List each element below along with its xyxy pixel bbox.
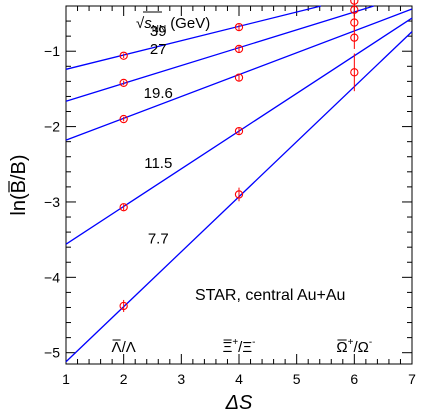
x-tick-label: 7 bbox=[408, 371, 416, 387]
data-points-layer bbox=[119, 0, 359, 312]
x-tick-label: 5 bbox=[293, 371, 301, 387]
data-point bbox=[350, 18, 359, 27]
energy-label: 27 bbox=[150, 41, 167, 58]
fit-line bbox=[65, 5, 322, 70]
data-point bbox=[350, 68, 359, 77]
svg-text:Ω+/Ω-: Ω+/Ω- bbox=[336, 337, 372, 356]
data-point bbox=[119, 114, 128, 124]
data-point bbox=[234, 126, 244, 136]
ticks-layer: 1 2 3 4 5 6 7 −1 −2 −3 −4 −5 bbox=[44, 5, 416, 387]
x-axis-title: ΔS bbox=[225, 392, 253, 414]
ratio-label: Λ/Λ bbox=[112, 339, 136, 356]
y-axis-title: ln(B/B) bbox=[8, 154, 30, 215]
data-point bbox=[234, 22, 244, 32]
annotation-star: STAR, central Au+Au bbox=[195, 287, 345, 304]
data-point bbox=[234, 44, 244, 54]
y-tick-label: −5 bbox=[44, 345, 60, 361]
fit-lines-layer bbox=[65, 5, 413, 363]
svg-text:Ξ+/Ξ-: Ξ+/Ξ- bbox=[223, 337, 256, 356]
legend-header-symbol: s bbox=[144, 15, 152, 32]
fit-line bbox=[65, 5, 374, 102]
x-tick-label: 3 bbox=[177, 371, 185, 387]
data-point bbox=[350, 33, 359, 42]
y-tick-label: −3 bbox=[44, 194, 60, 210]
legend-header-subscript: NN bbox=[152, 24, 166, 35]
data-point bbox=[119, 203, 128, 212]
energy-label: 19.6 bbox=[144, 85, 173, 102]
energy-label: 39 bbox=[150, 23, 167, 40]
data-point bbox=[234, 73, 244, 82]
y-axis-title-numerator: B bbox=[8, 180, 30, 193]
data-point bbox=[119, 301, 128, 311]
svg-text:ln(B/B): ln(B/B) bbox=[8, 154, 30, 215]
x-tick-label: 2 bbox=[120, 371, 128, 387]
x-tick-label: 4 bbox=[235, 371, 243, 387]
legend-header: √sNN (GeV) bbox=[136, 11, 210, 35]
y-tick-label: −2 bbox=[44, 119, 60, 135]
ratio-label: Ω+/Ω- bbox=[336, 337, 372, 356]
svg-text:Λ/Λ: Λ/Λ bbox=[112, 339, 136, 356]
legend-header-unit: (GeV) bbox=[170, 15, 210, 32]
legend-header-root: √ bbox=[136, 15, 145, 32]
plot-frame bbox=[65, 5, 413, 365]
x-tick-label: 1 bbox=[62, 371, 70, 387]
energy-label: 11.5 bbox=[144, 155, 172, 172]
data-point bbox=[119, 51, 128, 60]
ratio-label: Ξ+/Ξ- bbox=[223, 337, 256, 356]
svg-text:√sNN(GeV): √sNN (GeV) bbox=[136, 15, 210, 35]
data-point bbox=[119, 78, 128, 88]
data-point bbox=[234, 190, 244, 199]
data-point bbox=[350, 5, 359, 14]
energy-label: 7.7 bbox=[148, 230, 169, 247]
x-tick-label: 6 bbox=[350, 371, 358, 387]
y-tick-label: −1 bbox=[44, 43, 60, 59]
y-tick-label: −4 bbox=[44, 269, 60, 285]
